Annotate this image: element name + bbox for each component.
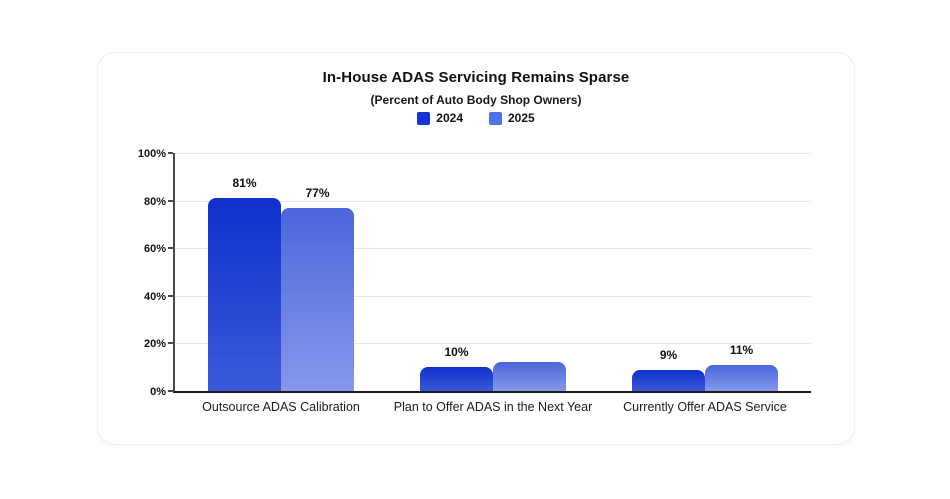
bar-2025-3 [705, 364, 778, 391]
chart-card: In-House ADAS Servicing Remains Sparse (… [97, 52, 855, 445]
category-label: Currently Offer ADAS Service [623, 400, 787, 414]
y-axis-label: 80% [143, 195, 166, 208]
bar-value-label: 10% [444, 345, 469, 360]
gridline-100% [175, 153, 811, 154]
y-axis-tick [168, 294, 173, 297]
chart-subtitle: (Percent of Auto Body Shop Owners) [370, 93, 582, 107]
y-axis-label: 100% [137, 148, 166, 160]
bar-2024-3 [632, 369, 705, 391]
legend-label-2025: 2025 [508, 111, 535, 125]
bar-2025-1 [281, 207, 354, 391]
bar-value-label: 77% [305, 185, 330, 200]
y-axis-tick [168, 390, 173, 392]
y-axis-tick [168, 152, 173, 154]
y-axis-label: 60% [143, 243, 166, 256]
legend-label-2024: 2024 [436, 111, 463, 125]
bar-value-label: 81% [232, 176, 257, 191]
y-axis-tick [168, 247, 173, 250]
gridline-60% [175, 248, 811, 250]
bar-value-label: 9% [659, 347, 678, 362]
chart-legend: 2024 2025 [98, 111, 854, 125]
legend-item-2024: 2024 [417, 111, 463, 125]
bar-value-label: 11% [729, 342, 754, 357]
bar-2024-2 [420, 367, 493, 391]
y-axis-label: 40% [143, 290, 166, 303]
gridline-40% [175, 295, 811, 297]
y-axis-label: 20% [143, 338, 166, 351]
category-label: Outsource ADAS Calibration [202, 400, 360, 414]
bar-2024-1 [208, 198, 281, 391]
gridline-80% [175, 200, 811, 202]
legend-swatch-icon [489, 111, 502, 125]
plot-area: 0% 20% 40% 60% 80% 100% 81% 77% Outsource ADAS C… [138, 148, 811, 414]
bar-2025-2 [493, 362, 566, 391]
gridline-20% [175, 343, 811, 345]
chart-title: In-House ADAS Servicing Remains Sparse [322, 69, 630, 86]
legend-item-2025: 2025 [489, 111, 535, 125]
y-axis-tick [168, 342, 173, 345]
category-label: Plan to Offer ADAS in the Next Year [393, 400, 593, 414]
y-axis-label: 0% [150, 386, 166, 398]
y-axis-tick [168, 199, 173, 202]
legend-swatch-icon [417, 111, 431, 125]
